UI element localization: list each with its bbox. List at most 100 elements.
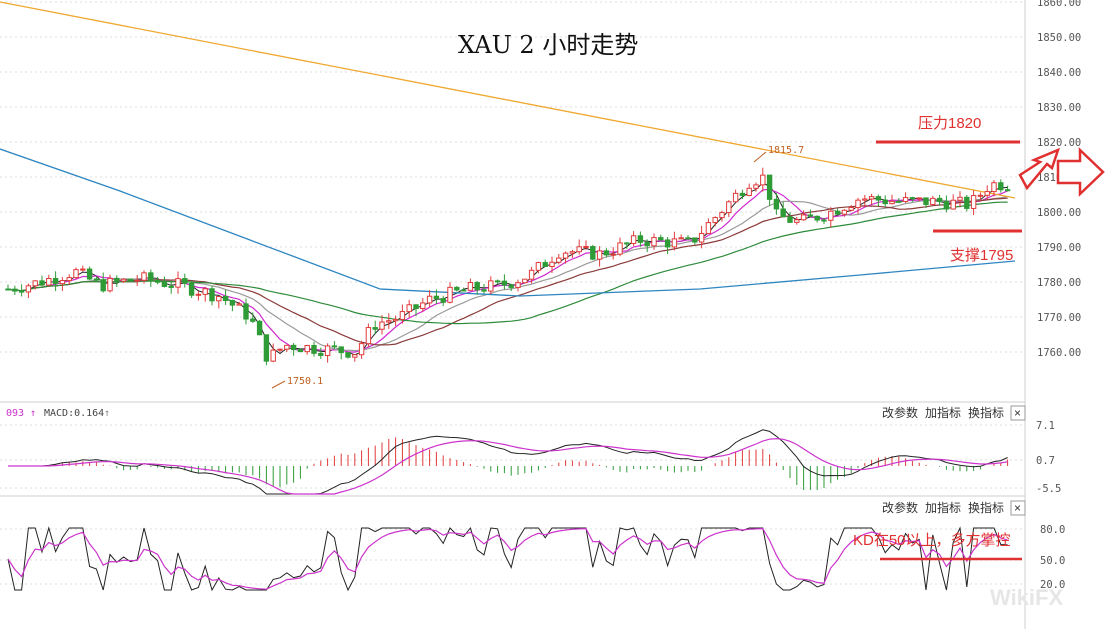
kd-d-line bbox=[7, 527, 1008, 590]
macd-up-icon: ↑ bbox=[30, 408, 36, 419]
candle-up bbox=[447, 286, 453, 303]
price-tick-label: 1790.00 bbox=[1037, 242, 1081, 254]
candle-up bbox=[794, 219, 800, 223]
candle-down bbox=[52, 278, 59, 285]
candle-down bbox=[93, 278, 100, 281]
candle-down bbox=[494, 280, 501, 283]
candle-up bbox=[902, 197, 909, 202]
candle-up bbox=[304, 344, 310, 353]
candle-up bbox=[862, 198, 868, 201]
high-marker-line bbox=[753, 151, 767, 163]
candle-up bbox=[236, 303, 242, 306]
candle-down bbox=[114, 277, 120, 282]
macd-arrow-icon: ↑ bbox=[104, 408, 110, 419]
candle-down bbox=[603, 250, 610, 256]
candle-down bbox=[243, 303, 249, 320]
candle-down bbox=[658, 237, 664, 241]
candle-down bbox=[250, 318, 256, 322]
candle-down bbox=[787, 216, 793, 223]
candle-up bbox=[753, 184, 759, 189]
watermark: WikiFX bbox=[990, 585, 1063, 610]
candle-down bbox=[964, 196, 970, 209]
candle-up bbox=[671, 238, 678, 248]
candle-down bbox=[154, 279, 161, 283]
macd-params-button[interactable]: 改参数 bbox=[882, 405, 918, 420]
kd-note: KD在50以上，多方掌控 bbox=[853, 532, 1011, 549]
candle-up bbox=[379, 321, 385, 330]
candle-up bbox=[277, 348, 283, 351]
candle-up bbox=[651, 237, 657, 247]
kd-params-button[interactable]: 改参数 bbox=[882, 500, 918, 515]
candle-up bbox=[46, 278, 52, 286]
candle-up bbox=[977, 194, 984, 197]
candle-up bbox=[284, 344, 290, 350]
candle-down bbox=[413, 304, 419, 310]
candle-up bbox=[889, 200, 895, 205]
candle-down bbox=[148, 272, 154, 281]
kd-close-button[interactable] bbox=[1010, 500, 1026, 516]
candle-up bbox=[80, 268, 86, 271]
candle-up bbox=[324, 345, 331, 356]
macd-axis: 7.1 0.7 -5.5 bbox=[1036, 420, 1061, 495]
candle-down bbox=[209, 288, 215, 302]
candle-down bbox=[780, 208, 786, 218]
candle-up bbox=[719, 212, 725, 219]
candle-down bbox=[664, 239, 671, 248]
candle-up bbox=[535, 262, 542, 271]
candle-down bbox=[923, 197, 929, 206]
candle-up bbox=[352, 354, 358, 358]
candle-down bbox=[542, 262, 548, 267]
candle-down bbox=[943, 201, 950, 210]
candle-up bbox=[515, 282, 521, 288]
macd-tick-label: 0.7 bbox=[1036, 455, 1055, 467]
candle-up bbox=[569, 251, 576, 254]
low-marker-line bbox=[271, 380, 286, 389]
candle-up bbox=[610, 253, 616, 256]
candle-down bbox=[998, 182, 1004, 191]
candle-up bbox=[576, 246, 582, 253]
candle-down bbox=[508, 284, 514, 288]
price-tick-label: 1780.00 bbox=[1037, 277, 1081, 289]
kd-add-button[interactable]: 加指标 bbox=[925, 500, 961, 515]
candle-down bbox=[460, 289, 467, 292]
candle-down bbox=[318, 352, 324, 356]
macd-dea-line bbox=[8, 437, 1008, 495]
candle-down bbox=[290, 344, 297, 351]
macd-dif-line bbox=[8, 429, 1008, 495]
high-label: 1815.7 bbox=[768, 145, 804, 156]
candle-down bbox=[821, 219, 827, 222]
price-tick-label: 1800.00 bbox=[1037, 207, 1081, 219]
macd-switch-button[interactable]: 换指标 bbox=[968, 405, 1004, 420]
candle-down bbox=[100, 279, 106, 292]
candle-down bbox=[311, 344, 317, 354]
candle-up bbox=[746, 187, 752, 196]
candle-down bbox=[481, 289, 487, 292]
candle-up bbox=[195, 293, 202, 296]
candle-down bbox=[474, 282, 480, 291]
kd-panel bbox=[7, 526, 1008, 592]
candle-down bbox=[297, 349, 304, 353]
kd-tick-label: 20.0 bbox=[1040, 579, 1065, 591]
candle-down bbox=[644, 241, 650, 247]
candle-up bbox=[66, 277, 72, 282]
candle-up bbox=[488, 280, 494, 292]
kd-close-icon: × bbox=[1014, 501, 1021, 515]
candle-up bbox=[202, 288, 208, 295]
candle-up bbox=[358, 343, 365, 356]
candle-down bbox=[875, 196, 882, 201]
macd-tick-label: -5.5 bbox=[1036, 483, 1061, 495]
price-tick-label: 1820.00 bbox=[1037, 137, 1081, 149]
candle-down bbox=[433, 295, 440, 300]
macd-add-button[interactable]: 加指标 bbox=[925, 405, 961, 420]
candle-up bbox=[855, 199, 861, 209]
candle-up bbox=[467, 282, 474, 291]
low-label: 1750.1 bbox=[287, 376, 323, 387]
candle-down bbox=[222, 296, 229, 302]
candle-up bbox=[991, 182, 997, 193]
candle-down bbox=[440, 298, 446, 303]
candle-up bbox=[868, 196, 875, 200]
candle-up bbox=[141, 272, 147, 281]
candle-up bbox=[950, 199, 956, 210]
kd-switch-button[interactable]: 换指标 bbox=[968, 500, 1004, 515]
macd-close-button[interactable] bbox=[1010, 405, 1026, 421]
